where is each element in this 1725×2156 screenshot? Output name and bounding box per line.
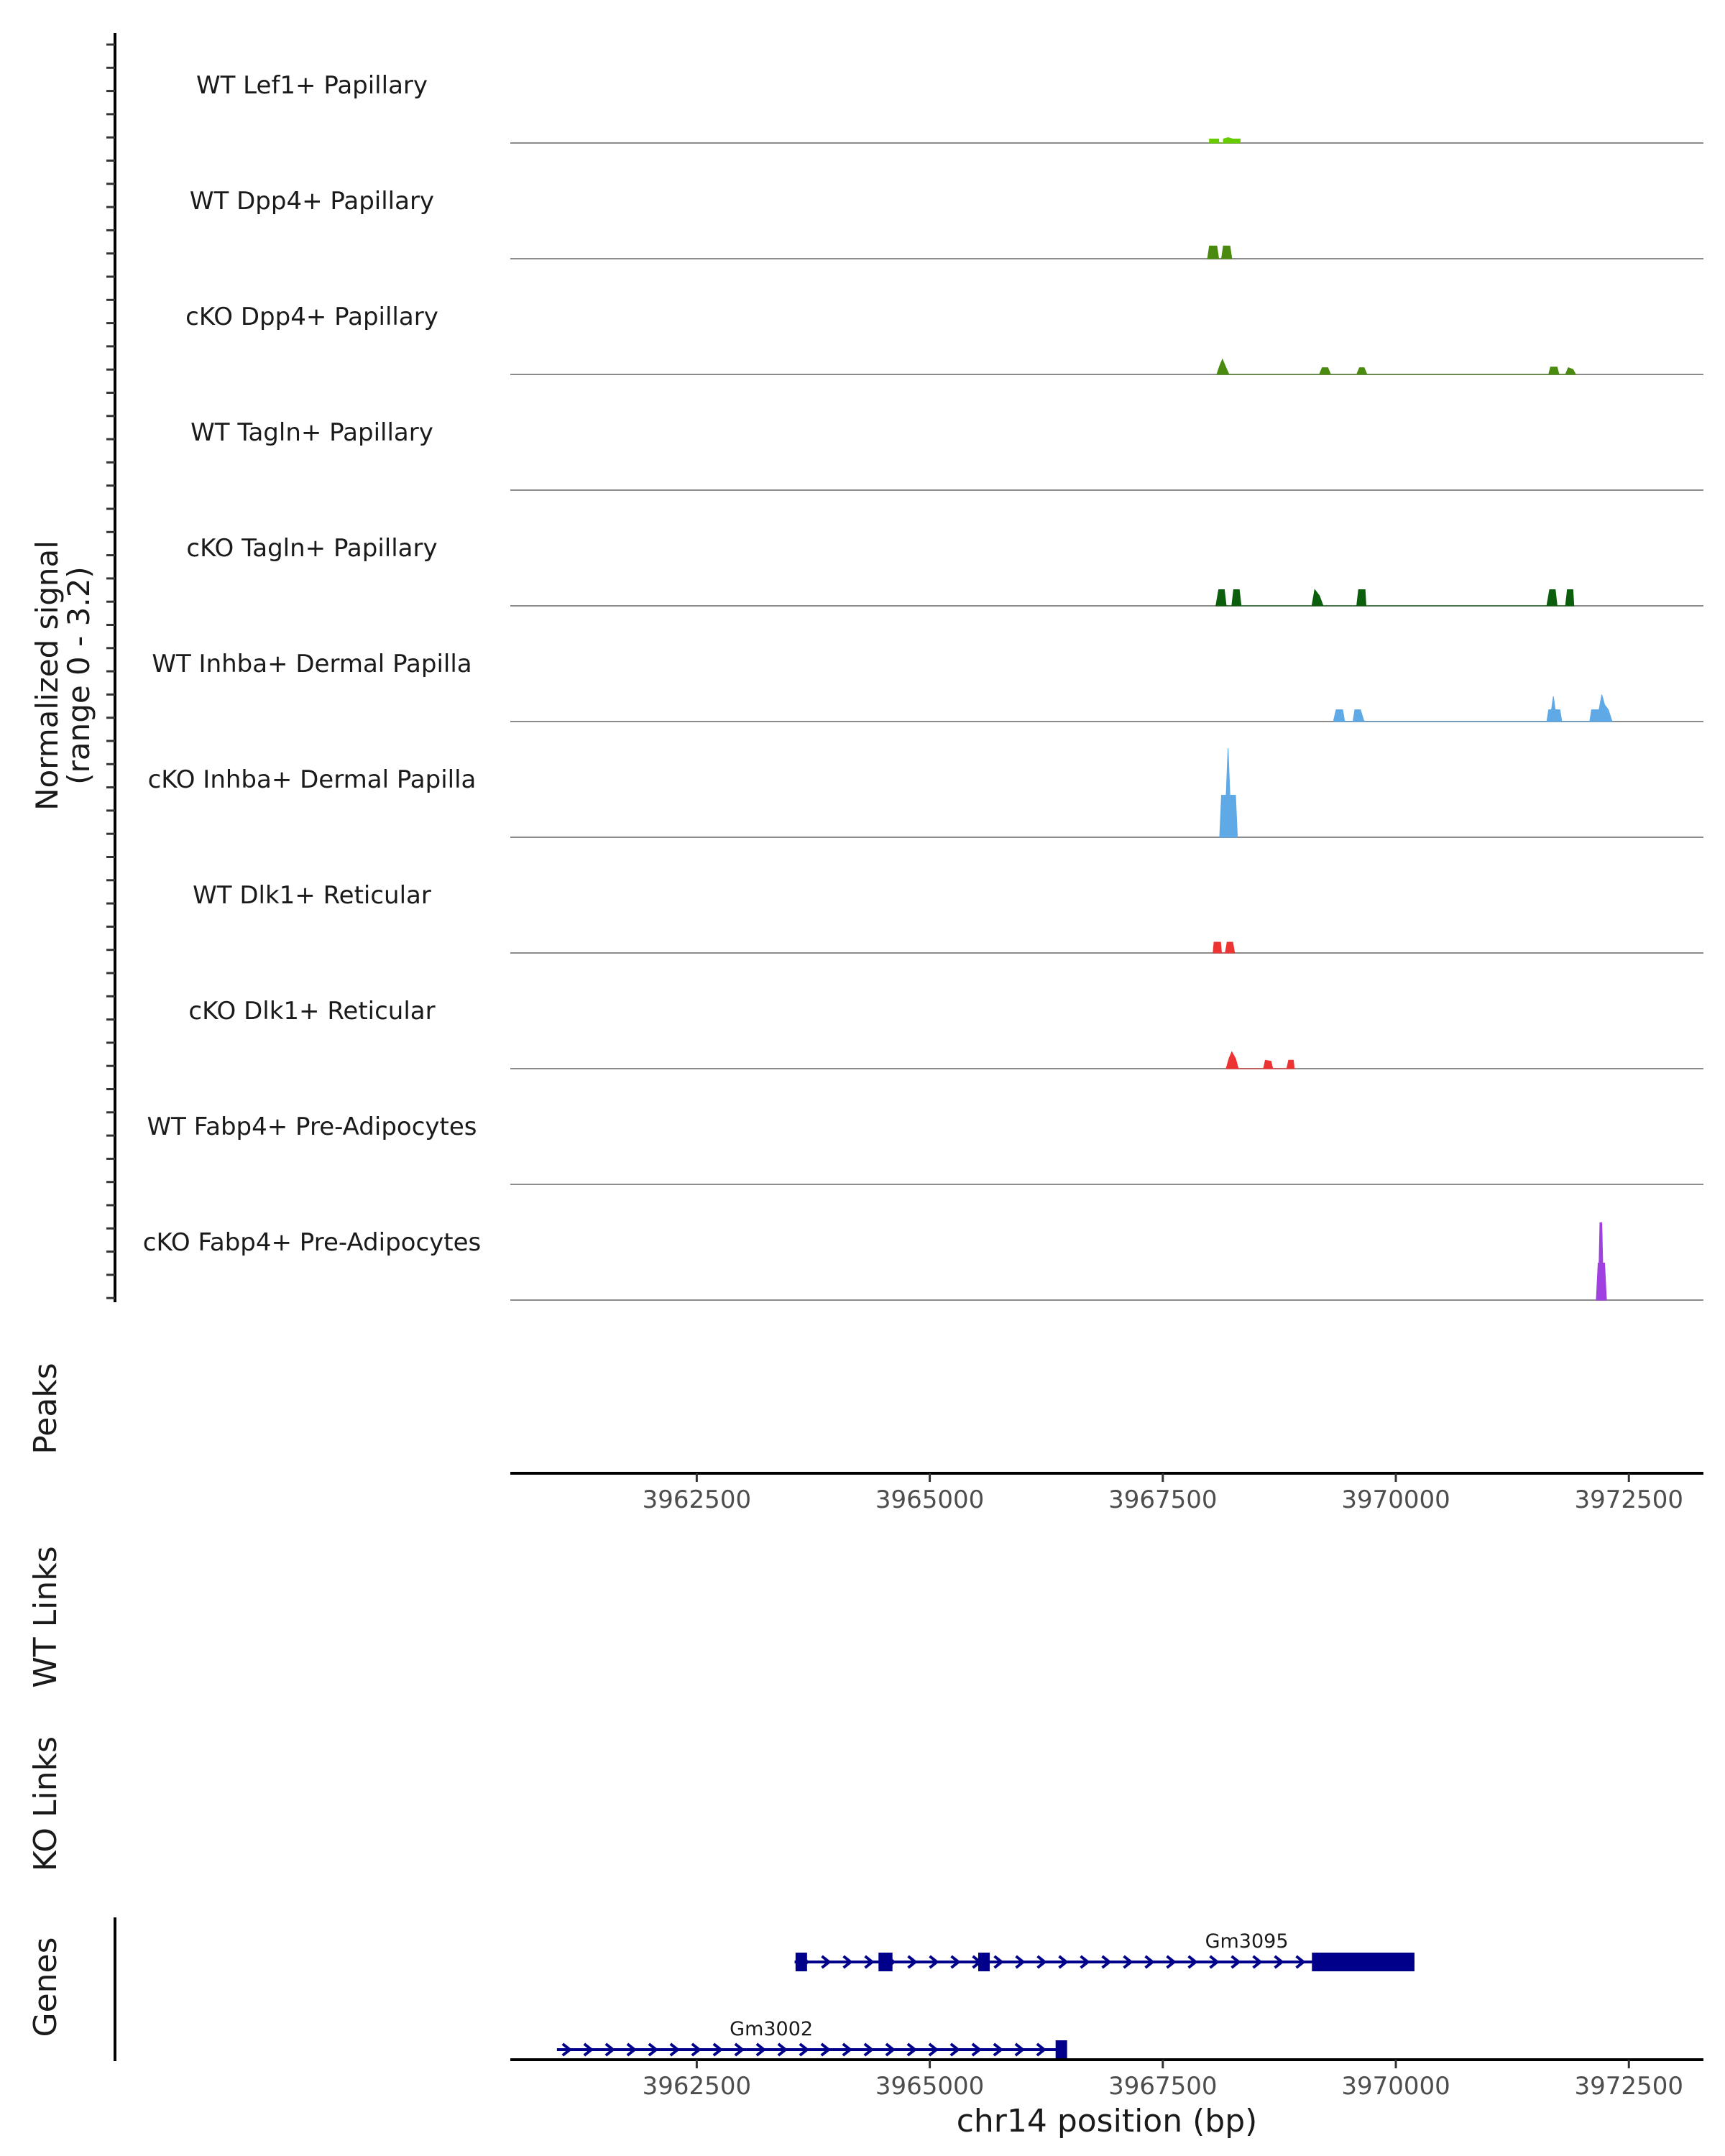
genes-x-axis: 3962500 3965000 3967500 3970000 3972500: [643, 2060, 1683, 2101]
track-label: WT Tagln+ Papillary: [190, 418, 433, 447]
coverage-signal: [1213, 941, 1236, 954]
strand-arrow: [993, 2042, 1004, 2057]
x-tick-label: 3970000: [1341, 1485, 1450, 1514]
strand-arrow: [1295, 1955, 1306, 1969]
gene-exon: [1055, 2040, 1067, 2059]
strand-arrow: [821, 1955, 832, 1969]
strand-arrow: [929, 1955, 939, 1969]
track-label: WT Fabp4+ Pre-Adipocytes: [147, 1112, 477, 1141]
strand-arrow: [885, 2042, 896, 2057]
x-tick-label: 3972500: [1575, 2072, 1683, 2101]
coverage-signal: [1333, 694, 1613, 722]
strand-arrow: [777, 2042, 788, 2057]
x-tick-label: 3965000: [875, 2072, 984, 2101]
x-tick-label: 3967500: [1108, 1485, 1217, 1514]
strand-arrow: [583, 2042, 594, 2057]
peaks-x-axis: 3962500 3965000 3967500 3970000 3972500: [643, 1473, 1683, 1514]
strand-arrow: [734, 2042, 745, 2057]
track-label: cKO Fabp4+ Pre-Adipocytes: [143, 1228, 482, 1257]
track-signals: [1207, 137, 1613, 1301]
coverage-signal: [1225, 1051, 1295, 1069]
wt-links-track-title: WT Links: [27, 1546, 64, 1687]
y-axis-title-line2: (range 0 - 3.2): [61, 566, 96, 785]
y-axis-title-line1: Normalized signal: [29, 540, 65, 811]
track-label: WT Inhba+ Dermal Papilla: [152, 650, 472, 678]
strand-arrow: [993, 1955, 1004, 1969]
gene-label: Gm3095: [1205, 1930, 1289, 1953]
strand-arrow: [1058, 1955, 1069, 1969]
strand-arrow: [1101, 1955, 1112, 1969]
strand-arrow: [755, 2042, 767, 2057]
peaks-track-title: Peaks: [27, 1363, 64, 1454]
strand-arrow: [864, 1955, 875, 1969]
strand-arrow: [691, 2042, 702, 2057]
x-tick-label: 3962500: [643, 2072, 751, 2101]
strand-arrow: [928, 2042, 939, 2057]
track-label: WT Lef1+ Papillary: [196, 71, 428, 100]
track-label: WT Dpp4+ Papillary: [190, 187, 434, 216]
track-label: cKO Inhba+ Dermal Papilla: [148, 765, 477, 794]
strand-arrow: [1166, 1955, 1177, 1969]
x-tick-label: 3965000: [875, 1485, 984, 1514]
coverage-signal: [1219, 747, 1238, 838]
track-labels: WT Lef1+ Papillary WT Dpp4+ Papillary cKO …: [143, 71, 482, 1257]
gene-exon: [795, 1953, 807, 1971]
strand-arrow: [561, 2042, 573, 2057]
strand-arrow: [1080, 1955, 1090, 1969]
gene-label: Gm3002: [730, 2018, 813, 2040]
strand-arrow: [907, 1955, 918, 1969]
coverage-signal: [1209, 137, 1241, 144]
x-tick-label: 3970000: [1341, 2072, 1450, 2101]
strand-arrow: [949, 2042, 961, 2057]
strand-arrow: [669, 2042, 681, 2057]
track-label: cKO Dpp4+ Papillary: [185, 303, 438, 331]
strand-arrow: [1252, 1955, 1263, 1969]
strand-arrow: [799, 2042, 810, 2057]
track-baselines: [510, 142, 1703, 1301]
track-label: cKO Dlk1+ Reticular: [188, 997, 435, 1026]
strand-arrow: [842, 2042, 853, 2057]
strand-arrow: [906, 2042, 918, 2057]
ko-links-track-title: KO Links: [27, 1736, 64, 1871]
strand-arrow: [712, 2042, 724, 2057]
coverage-signal: [1596, 1222, 1607, 1301]
gene-exon: [878, 1953, 893, 1971]
gene-exon: [1312, 1953, 1414, 1971]
strand-arrow: [971, 2042, 983, 2057]
strand-arrow: [1230, 1955, 1241, 1969]
coverage-signal: [1215, 589, 1575, 607]
x-tick-label: 3972500: [1575, 1485, 1683, 1514]
strand-arrow: [1036, 2042, 1047, 2057]
strand-arrow: [1015, 1955, 1026, 1969]
x-tick-label: 3967500: [1108, 2072, 1217, 2101]
strand-arrow: [1209, 1955, 1220, 1969]
genes-track-title: Genes: [27, 1937, 64, 2037]
strand-arrow: [842, 1955, 853, 1969]
strand-arrow: [1144, 1955, 1155, 1969]
x-tick-label: 3962500: [643, 1485, 751, 1514]
strand-arrow: [820, 2042, 832, 2057]
track-label: WT Dlk1+ Reticular: [193, 881, 431, 910]
coverage-signal: [1216, 358, 1577, 375]
strand-arrow: [626, 2042, 638, 2057]
strand-arrow: [1036, 1955, 1047, 1969]
y-axis-ticks: [106, 43, 115, 1299]
strand-arrow: [604, 2042, 616, 2057]
strand-arrow: [950, 1955, 961, 1969]
track-label: cKO Tagln+ Papillary: [186, 534, 437, 563]
strand-arrow: [863, 2042, 875, 2057]
strand-arrow: [1014, 2042, 1026, 2057]
x-axis-title: chr14 position (bp): [957, 2103, 1258, 2139]
coverage-signal: [1207, 245, 1233, 259]
gene-exon: [978, 1953, 990, 1971]
strand-arrow: [1123, 1955, 1133, 1969]
strand-arrow: [1274, 1955, 1284, 1969]
strand-arrow: [648, 2042, 659, 2057]
strand-arrow: [1187, 1955, 1198, 1969]
gene-annotations: Gm3095 Gm3002: [556, 1930, 1414, 2059]
